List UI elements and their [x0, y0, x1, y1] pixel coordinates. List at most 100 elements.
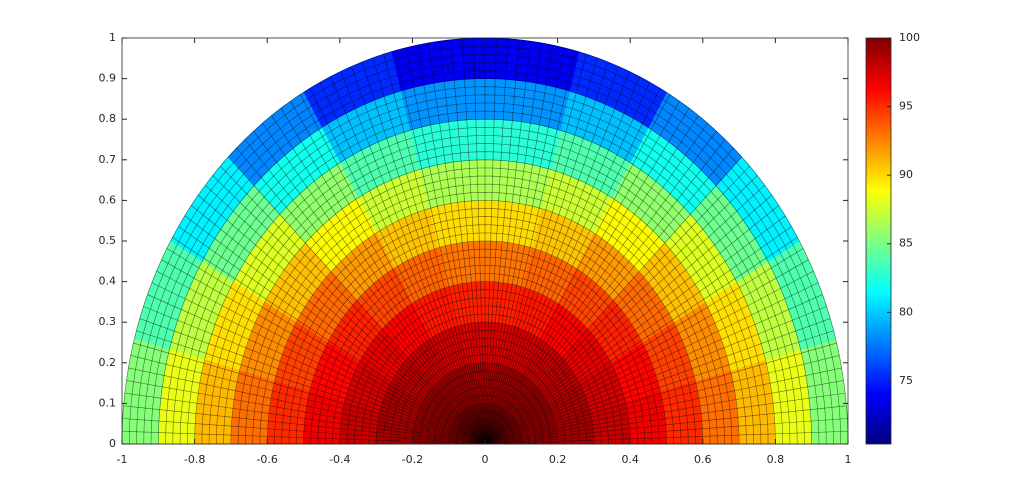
mesh-line	[319, 82, 486, 445]
x-tick-label: 0.8	[767, 453, 785, 466]
x-tick-label: -0.6	[256, 453, 277, 466]
mesh-line	[394, 50, 486, 445]
x-tick-label: 0.4	[621, 453, 639, 466]
mesh-line	[484, 175, 758, 445]
surface-cell	[659, 380, 704, 445]
mesh-line	[484, 66, 619, 445]
mesh-line	[484, 392, 846, 445]
mesh-line	[484, 71, 630, 445]
mesh-line	[484, 147, 734, 445]
y-tick-label: 0.3	[99, 315, 117, 328]
surface-cell	[266, 380, 311, 445]
mesh-line	[351, 66, 486, 445]
mesh-line	[124, 392, 486, 445]
mesh-line	[244, 139, 486, 445]
colorbar-tick-label: 95	[899, 100, 913, 113]
mesh-line	[262, 123, 486, 445]
mesh-line	[484, 237, 798, 445]
mesh-line	[122, 418, 486, 445]
mesh-line	[184, 215, 486, 445]
colorbar-tick-label: 90	[899, 168, 913, 181]
mesh-line	[191, 205, 486, 445]
mesh-line	[484, 215, 786, 445]
x-tick-label: 0.6	[694, 453, 712, 466]
x-tick-label: -0.8	[184, 453, 205, 466]
mesh-line	[484, 38, 509, 445]
colorbar-tick-label: 100	[899, 31, 920, 44]
colorbar-tick-label: 85	[899, 237, 913, 250]
mesh-line	[484, 88, 661, 445]
mesh-line	[220, 165, 486, 445]
mesh-line	[427, 42, 486, 445]
mesh-line	[484, 123, 708, 445]
colorbar-tick-label: 75	[899, 374, 913, 387]
mesh-line	[133, 342, 486, 445]
mesh-line	[205, 184, 486, 445]
mesh-line	[299, 94, 486, 445]
mesh-line	[484, 226, 792, 445]
mesh-line	[484, 259, 809, 445]
y-tick-label: 0.7	[99, 153, 117, 166]
x-tick-label: -0.4	[329, 453, 350, 466]
mesh-line	[484, 306, 827, 445]
mesh-line	[178, 226, 486, 445]
mesh-line	[147, 294, 486, 445]
surface	[121, 37, 849, 445]
y-tick-label: 0.4	[99, 275, 117, 288]
mesh-line	[151, 282, 486, 445]
mesh-line	[123, 405, 486, 445]
mesh-line	[484, 318, 831, 445]
mesh-line	[484, 342, 837, 445]
mesh-line	[484, 54, 587, 445]
mesh-line	[484, 405, 847, 445]
mesh-line	[484, 165, 750, 445]
y-tick-label: 0.6	[99, 193, 117, 206]
mesh-line	[212, 175, 486, 445]
mesh-line	[383, 54, 486, 445]
mesh-line	[372, 57, 486, 445]
mesh-line	[484, 367, 842, 445]
mesh-line	[461, 38, 486, 445]
mesh-line	[484, 42, 543, 445]
mesh-line	[484, 76, 640, 445]
mesh-line	[253, 130, 486, 445]
x-tick-label: -0.2	[402, 453, 423, 466]
mesh-line	[139, 318, 486, 445]
mesh-line	[484, 355, 840, 445]
mesh-line	[484, 248, 804, 445]
mesh-line	[136, 330, 486, 445]
mesh-line	[484, 39, 520, 445]
mesh-line	[484, 294, 823, 445]
x-tick-label: -1	[117, 453, 128, 466]
mesh-line	[484, 330, 834, 445]
mesh-line	[484, 115, 699, 445]
mesh-line	[361, 61, 486, 445]
mesh-line	[271, 115, 486, 445]
y-tick-label: 0.8	[99, 112, 117, 125]
mesh-line	[484, 57, 598, 445]
y-tick-label: 0	[109, 437, 116, 450]
mesh-line	[484, 108, 690, 445]
mesh-line	[473, 38, 486, 445]
mesh-line	[484, 61, 609, 445]
surface-cell	[428, 200, 486, 249]
y-tick-label: 0.1	[99, 396, 117, 409]
mesh-line	[484, 282, 819, 445]
mesh-line	[280, 108, 486, 445]
mesh-line	[450, 39, 486, 445]
mesh-line	[143, 306, 486, 445]
mesh-line	[130, 355, 486, 445]
mesh-line	[330, 76, 486, 445]
mesh-line	[484, 184, 765, 445]
mesh-line	[484, 270, 814, 445]
y-tick-label: 0.9	[99, 72, 117, 85]
mesh-line	[166, 248, 486, 445]
x-tick-label: 1	[845, 453, 852, 466]
mesh-line	[161, 259, 486, 445]
mesh-line	[236, 147, 486, 445]
mesh-line	[340, 71, 486, 445]
colorbar-tick-label: 80	[899, 305, 913, 318]
mesh-line	[484, 47, 565, 445]
